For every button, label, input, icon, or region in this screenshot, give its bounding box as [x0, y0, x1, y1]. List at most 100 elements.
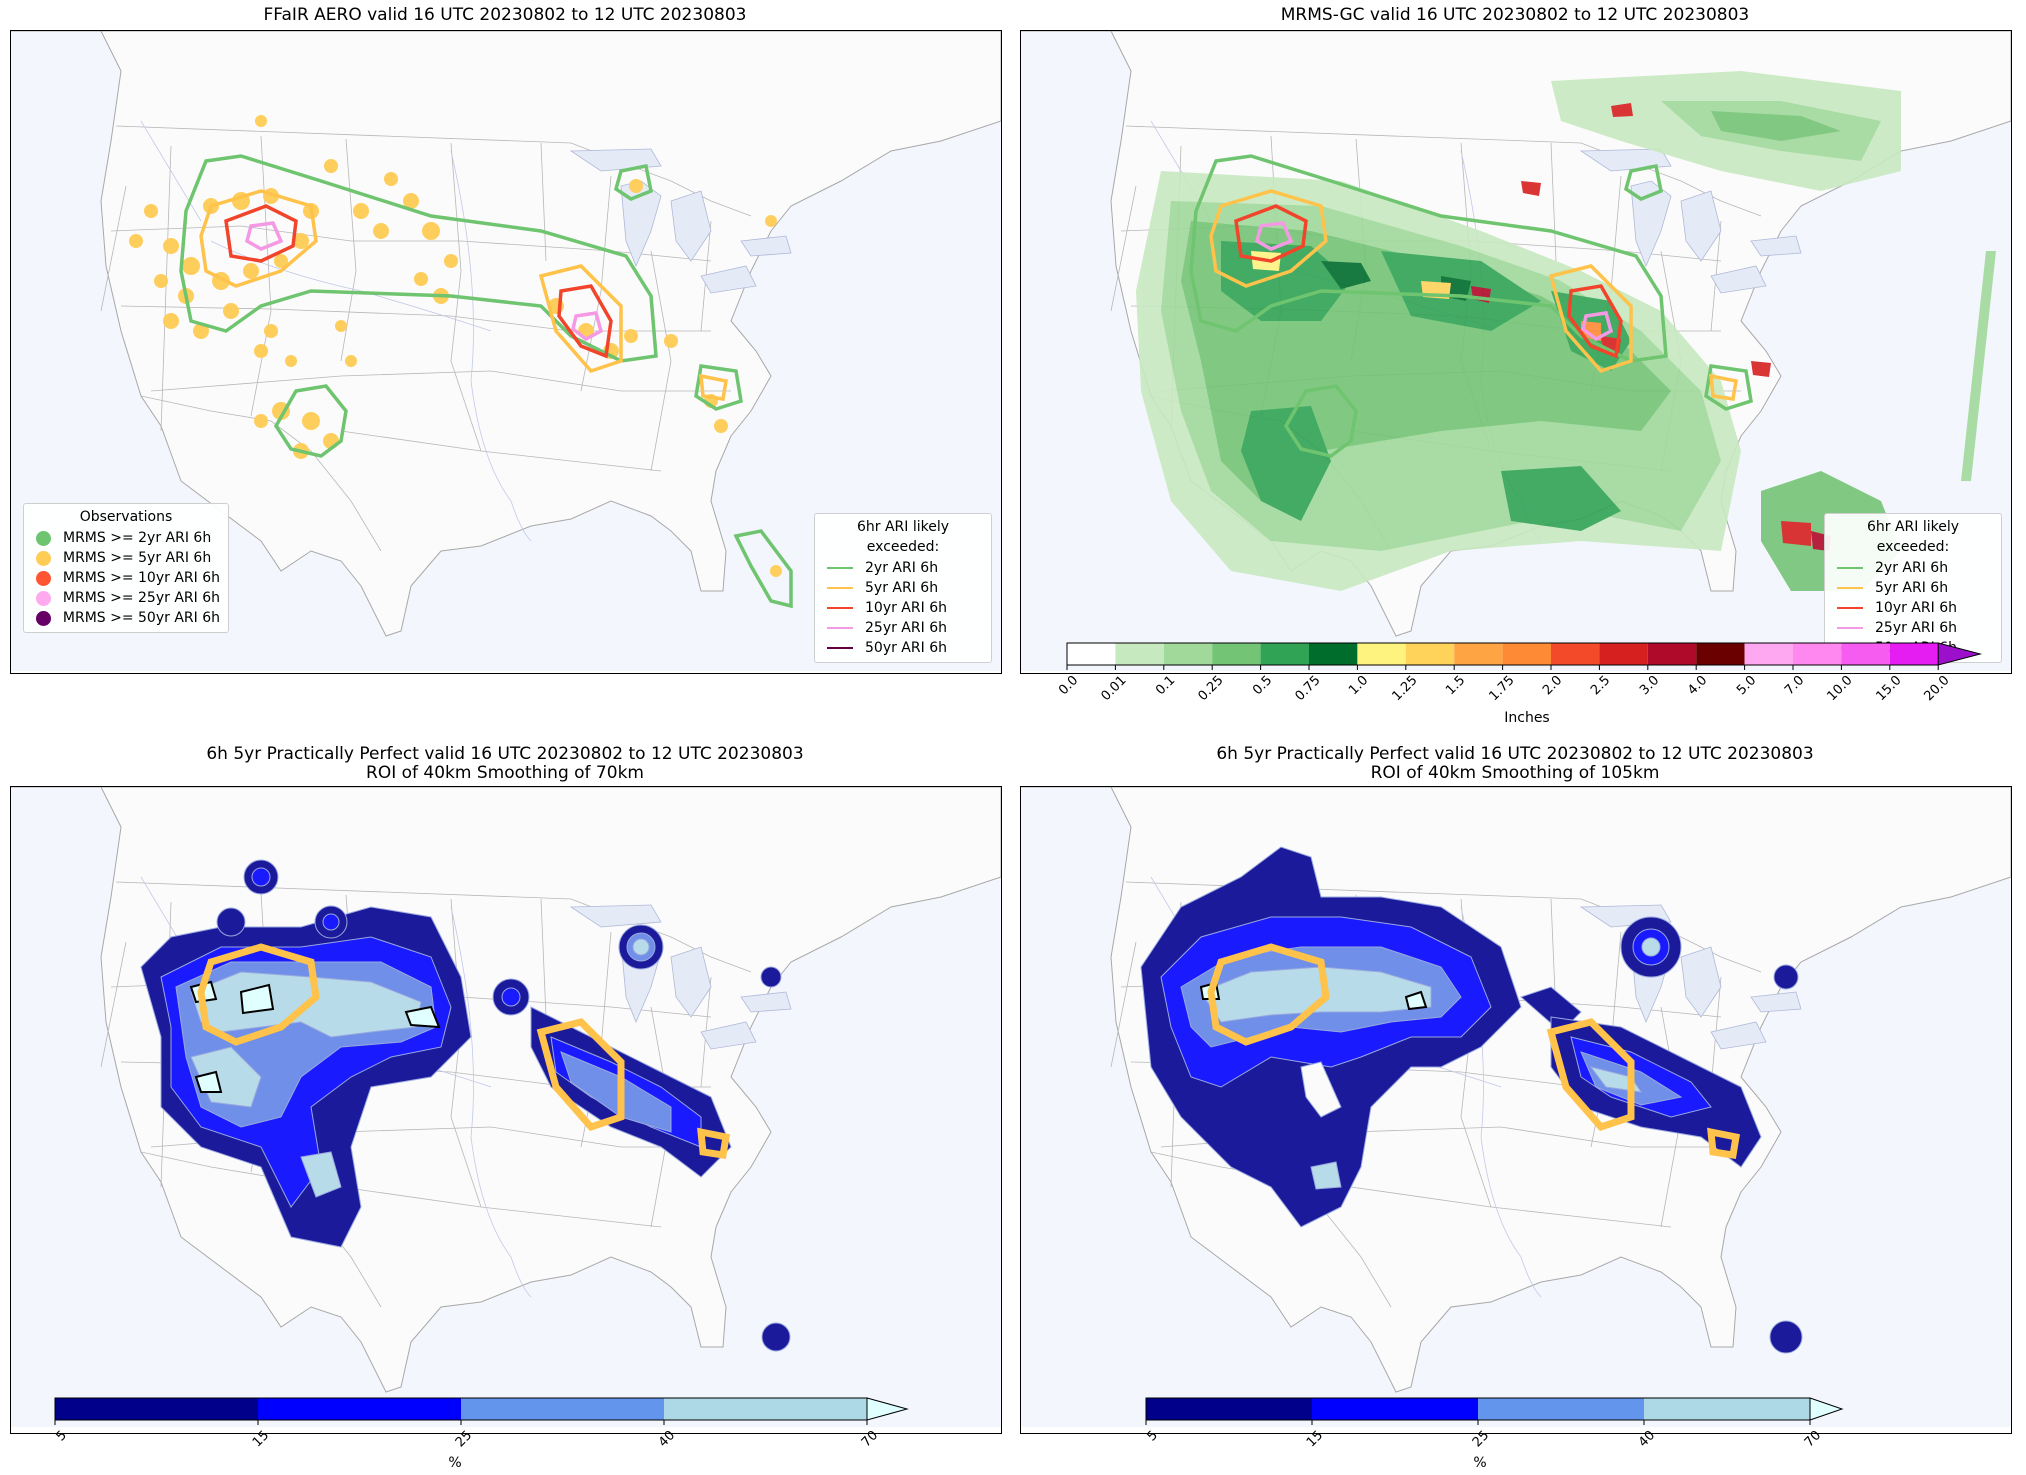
colorbar-tick-label: 1.0: [1346, 673, 1372, 699]
ari-legend-item: 25yr ARI 6h: [823, 618, 983, 638]
colorbar-segment: [1551, 643, 1600, 665]
legend-marker: [36, 530, 51, 546]
legend-line: [827, 567, 853, 569]
observation-points-5yr: [129, 115, 782, 577]
colorbar-tick-label: 5: [53, 1428, 70, 1445]
panel-ffair-aero-map: Observations MRMS >= 2yr ARI 6h MRMS >= …: [10, 30, 1002, 674]
ari-25yr-contour: [571, 311, 604, 342]
colorbar-tick-label: 5: [1144, 1428, 1161, 1445]
legend-line: [827, 627, 853, 629]
colorbar-segment: [1260, 643, 1309, 665]
legend-label: 10yr ARI 6h: [865, 600, 947, 616]
panel-4-title-line2: ROI of 40km Smoothing of 105km: [1370, 763, 1660, 783]
ari-legend-item: 5yr ARI 6h: [823, 578, 983, 598]
legend-marker: [36, 550, 51, 566]
colorbar-tick-label: 0.75: [1292, 673, 1324, 705]
legend-line: [1837, 567, 1863, 569]
probability-colorbar-105km: 5 15 25 40 70: [1144, 1397, 1846, 1458]
legend-line: [1837, 627, 1863, 629]
panel-3-title-line1: 6h 5yr Practically Perfect valid 16 UTC …: [206, 744, 804, 764]
colorbar-segment: [1478, 1398, 1644, 1420]
ari-2yr-contour: [613, 163, 654, 201]
legend-label: MRMS >= 5yr ARI 6h: [63, 550, 212, 566]
ari-2yr-contour: [1623, 163, 1664, 201]
ari-10yr-contour: [224, 204, 298, 263]
colorbar-tick-label: 20.0: [1921, 673, 1953, 705]
ari-2yr-contour: [273, 384, 348, 458]
panel-pp-70km-map: [10, 786, 1002, 1434]
legend-label: 2yr ARI 6h: [865, 560, 939, 576]
colorbar-segment: [1599, 643, 1648, 665]
colorbar-graphic: [54, 1397, 909, 1425]
legend-label: MRMS >= 50yr ARI 6h: [62, 610, 220, 626]
ari-25yr-contour: [244, 221, 284, 251]
ari-5yr-contour: [1546, 1018, 1635, 1132]
probability-colorbar-105km-label: %: [1473, 1455, 1487, 1471]
ari-2yr-contour: [1283, 384, 1358, 458]
ari-25yr-contour: [1254, 221, 1294, 251]
colorbar-segment: [1644, 1398, 1810, 1420]
ari-10yr-contour: [557, 284, 613, 359]
legend-marker: [36, 570, 51, 586]
colorbar-segment: [55, 1398, 258, 1420]
colorbar-segment: [1647, 643, 1697, 665]
colorbar-segment: [1793, 643, 1842, 665]
legend-label: 5yr ARI 6h: [865, 580, 939, 596]
colorbar-tick-label: 0.0: [1056, 673, 1082, 699]
observations-legend-item: MRMS >= 10yr ARI 6h: [32, 568, 220, 588]
panel-pp-105km-map: [1020, 786, 2012, 1434]
probability-field: [140, 859, 791, 1352]
ari-5yr-contour: [199, 189, 318, 288]
colorbar-extend-arrow: [1809, 1397, 1844, 1421]
ari-legend-item: 50yr ARI 6h: [823, 638, 983, 658]
colorbar-tick-label: 3.0: [1636, 673, 1663, 699]
ari-5yr-contour: [697, 1127, 731, 1159]
ari-legend: 6hr ARI likely exceeded: 2yr ARI 6h 5yr …: [814, 513, 992, 663]
legend-line: [827, 607, 853, 609]
colorbar-tick-label: 0.1: [1152, 673, 1179, 699]
ari-25yr-contour: [1581, 311, 1614, 342]
colorbar-segment: [1696, 643, 1745, 665]
colorbar-segment: [1454, 643, 1503, 665]
colorbar-segment: [1841, 643, 1890, 665]
colorbar-segment: [1357, 643, 1406, 665]
ari-legend-item: 25yr ARI 6h: [1833, 618, 1993, 638]
colorbar-tick-label: 4.0: [1685, 673, 1711, 699]
ari-5yr-contour: [699, 373, 729, 401]
legend-marker: [36, 610, 51, 626]
ari-5yr-contour: [1548, 264, 1633, 374]
observations-legend-item: MRMS >= 5yr ARI 6h: [32, 548, 220, 568]
ari-10yr-contour: [1567, 284, 1623, 359]
colorbar-tick-label: 2.5: [1588, 673, 1614, 699]
panel-2-title: MRMS-GC valid 16 UTC 20230802 to 12 UTC …: [1280, 5, 1750, 25]
ari-legend-item: 10yr ARI 6h: [1833, 598, 1993, 618]
legend-label: MRMS >= 25yr ARI 6h: [62, 590, 220, 606]
colorbar-extend-arrow: [1937, 642, 1983, 666]
colorbar-tick-label: 1.25: [1389, 673, 1421, 705]
legend-line: [1837, 607, 1863, 609]
legend-line: [827, 647, 853, 649]
colorbar-segment: [1146, 1398, 1312, 1420]
colorbar-segment: [461, 1398, 664, 1420]
colorbar-tick-label: 1.75: [1486, 673, 1518, 705]
legend-line: [1837, 587, 1863, 589]
colorbar-tick-label: 0.01: [1098, 673, 1130, 705]
colorbar-tick-label: 7.0: [1782, 673, 1808, 699]
ari-5yr-contour: [536, 1018, 625, 1132]
colorbar-segment: [1889, 643, 1939, 665]
ari-10yr-contour: [1234, 204, 1308, 263]
colorbar-tick-label: 0.25: [1195, 673, 1227, 705]
colorbar-segment: [1312, 1398, 1478, 1420]
colorbar-tick-label: 5.0: [1733, 673, 1759, 699]
colorbar-segment: [664, 1398, 867, 1420]
precipitation-field: [1136, 71, 1996, 591]
observations-legend-title: Observations: [79, 509, 173, 525]
colorbar-tick-label: 1.5: [1443, 673, 1469, 699]
ari-legend-item: 5yr ARI 6h: [1833, 578, 1993, 598]
colorbar-tick-label: 2.0: [1540, 673, 1566, 699]
colorbar-tick-label: 25: [452, 1428, 476, 1451]
colorbar-segment: [258, 1398, 461, 1420]
colorbar-tick-label: 25: [1469, 1428, 1493, 1451]
observations-legend: Observations MRMS >= 2yr ARI 6h MRMS >= …: [23, 503, 229, 633]
colorbar-graphic: [1066, 642, 1983, 670]
